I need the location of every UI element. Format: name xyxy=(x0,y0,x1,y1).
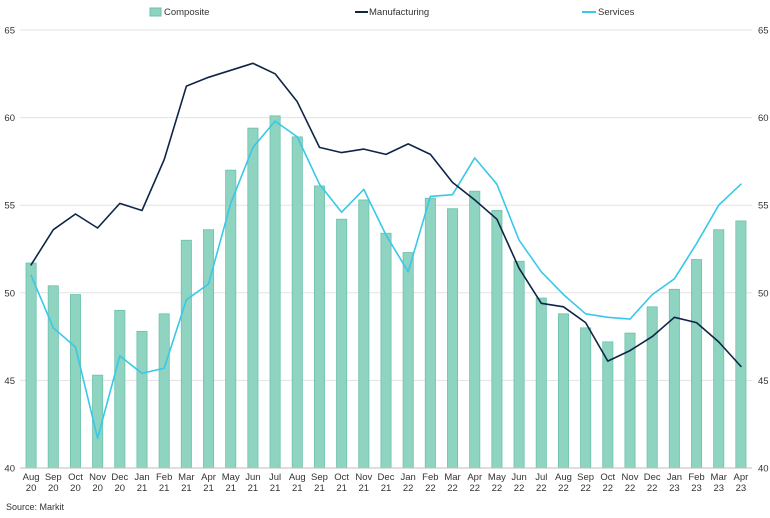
y-tick-left: 50 xyxy=(4,288,15,299)
y-tick-right: 45 xyxy=(758,376,769,387)
x-tick-label: Aug 21 xyxy=(289,472,306,494)
y-tick-left: 65 xyxy=(4,26,15,37)
x-tick-label: Feb 21 xyxy=(156,472,172,494)
x-axis: Aug 20 Sep 20 Oct 20 Nov 20 Dec 20 Jan 21 Feb 21 Mar 21… xyxy=(20,467,752,494)
composite-bar xyxy=(203,229,215,469)
y-tick-left: 60 xyxy=(4,113,15,124)
x-tick-label: Sep 20 xyxy=(45,472,62,494)
composite-bar xyxy=(691,259,703,469)
source-note: Source: Markit xyxy=(6,502,65,512)
x-tick-label: Apr 21 xyxy=(201,472,216,494)
composite-bar xyxy=(158,313,170,469)
x-tick-label: Dec 20 xyxy=(111,472,128,494)
composite-bar xyxy=(447,208,459,469)
x-tick-label: Mar 21 xyxy=(178,472,194,494)
x-tick-label: Jun 22 xyxy=(511,472,526,494)
x-tick-label: Apr 22 xyxy=(467,472,482,494)
composite-bar xyxy=(380,232,392,469)
x-tick-label: Jul 22 xyxy=(535,472,547,494)
composite-bar xyxy=(469,190,481,469)
y-tick-left: 45 xyxy=(4,376,15,387)
x-tick-label: Dec 22 xyxy=(644,472,661,494)
y-tick-right: 40 xyxy=(758,464,769,475)
y-tick-left: 40 xyxy=(4,464,15,475)
x-tick-label: Feb 23 xyxy=(688,472,704,494)
legend-label-manufacturing: Manufacturing xyxy=(369,7,429,18)
composite-bar xyxy=(535,297,547,469)
y-axis-left: 40 45 50 55 60 65 xyxy=(4,26,15,475)
composite-bar xyxy=(624,332,636,469)
x-tick-label: Sep 22 xyxy=(577,472,594,494)
x-tick-label: Dec 21 xyxy=(378,472,395,494)
x-tick-label: Mar 23 xyxy=(711,472,727,494)
x-tick-label: Nov 20 xyxy=(89,472,106,494)
y-tick-right: 60 xyxy=(758,113,769,124)
x-tick-label: Feb 22 xyxy=(422,472,438,494)
composite-bar xyxy=(25,262,37,469)
y-axis-right: 40 45 50 55 60 65 xyxy=(758,26,769,475)
y-tick-right: 55 xyxy=(758,201,769,212)
x-tick-label: Jan 21 xyxy=(134,472,149,494)
legend-label-services: Services xyxy=(598,7,635,18)
y-tick-right: 50 xyxy=(758,288,769,299)
x-tick-label: Apr 23 xyxy=(734,472,749,494)
composite-bar xyxy=(69,294,81,469)
x-tick-label: May 22 xyxy=(488,472,506,494)
x-tick-label: Jun 21 xyxy=(245,472,260,494)
composite-bar xyxy=(668,288,680,469)
composite-bar xyxy=(491,210,503,469)
composite-bar xyxy=(114,309,126,469)
composite-bars xyxy=(25,115,747,469)
manufacturing-line xyxy=(30,62,742,368)
x-tick-label: Oct 20 xyxy=(68,472,83,494)
x-tick-label: Jan 23 xyxy=(667,472,682,494)
x-tick-label: May 21 xyxy=(222,472,240,494)
composite-bar xyxy=(713,229,725,469)
x-tick-label: Mar 22 xyxy=(444,472,460,494)
x-tick-label: Sep 21 xyxy=(311,472,328,494)
composite-bar xyxy=(313,185,325,469)
legend-swatch-composite xyxy=(149,7,162,17)
x-tick-label: Jan 22 xyxy=(401,472,416,494)
series-lines xyxy=(30,62,742,439)
x-tick-label: Aug 22 xyxy=(555,472,572,494)
y-tick-left: 55 xyxy=(4,201,15,212)
services-line xyxy=(30,120,742,439)
x-tick-label: Oct 21 xyxy=(334,472,349,494)
composite-bar xyxy=(136,330,148,469)
composite-bar xyxy=(47,285,59,469)
composite-bar xyxy=(646,306,658,469)
composite-bar xyxy=(513,260,525,469)
x-tick-label: Jul 21 xyxy=(269,472,281,494)
composite-bar xyxy=(180,239,192,469)
composite-bar xyxy=(557,313,569,469)
composite-bar xyxy=(269,115,281,469)
y-tick-right: 65 xyxy=(758,26,769,37)
legend-label-composite: Composite xyxy=(164,7,209,18)
composite-bar xyxy=(580,327,592,469)
composite-bar xyxy=(358,199,370,469)
legend: Composite Manufacturing Services xyxy=(149,7,635,18)
composite-bar xyxy=(735,220,747,469)
x-tick-label: Nov 21 xyxy=(355,472,372,494)
composite-bar xyxy=(247,127,259,469)
composite-bar xyxy=(336,218,348,469)
composite-bar xyxy=(424,197,436,469)
x-tick-label: Aug 20 xyxy=(23,472,40,494)
x-tick-label: Nov 22 xyxy=(622,472,639,494)
composite-bar xyxy=(402,252,414,469)
x-tick-label: Oct 22 xyxy=(600,472,615,494)
composite-bar xyxy=(291,136,303,469)
